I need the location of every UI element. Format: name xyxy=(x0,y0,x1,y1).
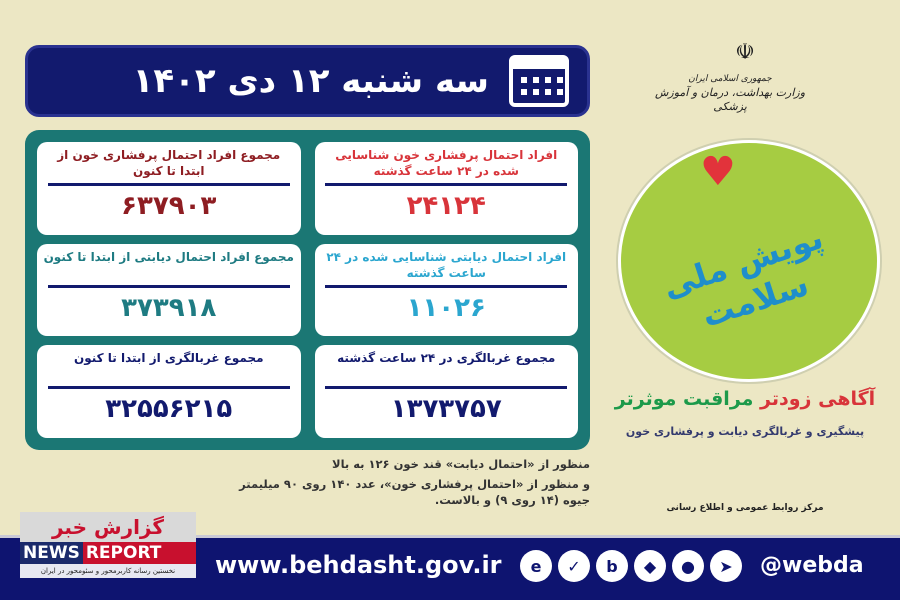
divider xyxy=(325,284,568,288)
campaign-logo: پویش ملی سلامت xyxy=(618,140,880,382)
card-24h-screening: مجموع غربالگری در ۲۴ ساعت گذشته ۱۳۷۳۷۵۷ xyxy=(314,345,578,438)
bale-icon[interactable]: b xyxy=(596,550,628,582)
gov-line1: جمهوری اسلامی ایران xyxy=(688,74,772,84)
gov-line2: وزارت بهداشت، درمان و آموزش پزشکی xyxy=(654,86,806,113)
card-value: ۶۳۷۹۰۳ xyxy=(121,191,217,221)
card-24h-hypertension: افراد احتمال پرفشاری خون شناسایی شده در … xyxy=(314,142,578,235)
card-title: مجموع غربالگری در ۲۴ ساعت گذشته xyxy=(337,351,556,366)
watermark-fa: گزارش خبر xyxy=(20,512,196,542)
slogan-subtitle: پیشگیری و غربالگری دیابت و پرفشاری خون xyxy=(625,425,865,438)
heart-icon: ♥ xyxy=(700,149,736,195)
telegram-icon[interactable]: ➤ xyxy=(710,550,742,582)
pr-center: مرکز روابط عمومی و اطلاع رسانی xyxy=(666,503,824,513)
slogan-part1: آگاهی زودتر xyxy=(760,388,876,410)
card-total-diabetes: مجموع افراد احتمال دیابتی از ابتدا تا کن… xyxy=(37,243,301,337)
campaign-logo-text: پویش ملی سلامت xyxy=(658,218,828,336)
iran-emblem-icon: ☫ xyxy=(735,40,755,65)
footnote-hypertension: و منظور از «احتمال پرفشاری خون»، عدد ۱۴۰… xyxy=(239,477,590,507)
card-value: ۱۳۷۳۷۵۷ xyxy=(390,394,502,425)
date-banner: سه شنبه ۱۲ دی ۱۴۰۲ xyxy=(25,45,590,117)
soroush-icon[interactable]: ✓ xyxy=(558,550,590,582)
igap-icon[interactable]: ● xyxy=(672,550,704,582)
card-title: مجموع غربالگری از ابتدا تا کنون xyxy=(73,351,264,366)
watermark-report: REPORT xyxy=(82,542,196,564)
date-text: سه شنبه ۱۲ دی ۱۴۰۲ xyxy=(132,61,489,101)
card-value: ۳۲۵۵۶۲۱۵ xyxy=(105,394,233,425)
divider xyxy=(47,183,290,186)
watermark-tagline: نخستین رسانه کاربرمحور و سئومحور در ایرا… xyxy=(40,567,176,575)
social-handle[interactable]: @webda xyxy=(760,553,864,578)
slogan: آگاهی زودتر مراقبت موثرتر xyxy=(590,386,900,412)
card-total-hypertension: مجموع افراد احتمال پرفشاری خون از ابتدا … xyxy=(37,142,301,235)
calendar-icon xyxy=(509,55,569,107)
stats-panel: مجموع افراد احتمال پرفشاری خون از ابتدا … xyxy=(25,130,590,450)
card-title: مجموع افراد احتمال دیابتی از ابتدا تا کن… xyxy=(43,249,294,264)
card-title: افراد احتمال دیابتی شناسایی شده در ۲۴ سا… xyxy=(326,249,567,280)
card-value: ۱۱۰۲۶ xyxy=(406,292,486,323)
card-title: مجموع افراد احتمال پرفشاری خون از ابتدا … xyxy=(57,148,281,178)
divider xyxy=(47,284,290,288)
card-total-screening: مجموع غربالگری از ابتدا تا کنون ۳۲۵۵۶۲۱۵ xyxy=(37,345,301,438)
card-24h-diabetes: افراد احتمال دیابتی شناسایی شده در ۲۴ سا… xyxy=(314,243,578,337)
card-value: ۲۴۱۲۴ xyxy=(406,191,486,221)
rubika-icon[interactable]: ◆ xyxy=(634,550,666,582)
social-icons: e ✓ b ◆ ● ➤ xyxy=(520,550,742,582)
divider xyxy=(325,183,568,186)
divider xyxy=(325,386,568,390)
card-value: ۳۷۳۹۱۸ xyxy=(121,292,217,323)
eitaa-icon[interactable]: e xyxy=(520,550,552,582)
ministry-logo: جمهوری اسلامی ایران وزارت بهداشت، درمان و… xyxy=(640,72,820,114)
website-link[interactable]: www.behdasht.gov.ir xyxy=(215,551,502,579)
newsreport-watermark: گزارش خبر NEWS REPORT نخستین رسانه کاربرم… xyxy=(20,512,196,578)
footnote-diabetes: منظور از «احتمال دیابت» قند خون ۱۲۶ به ب… xyxy=(332,457,590,471)
footer: www.behdasht.gov.ir e ✓ b ◆ ● ➤ @webda xyxy=(0,535,900,600)
card-title: افراد احتمال پرفشاری خون شناسایی شده در … xyxy=(335,148,558,178)
slogan-part2: مراقبت موثرتر xyxy=(614,388,754,410)
divider xyxy=(47,386,290,390)
watermark-news: NEWS xyxy=(20,542,83,564)
